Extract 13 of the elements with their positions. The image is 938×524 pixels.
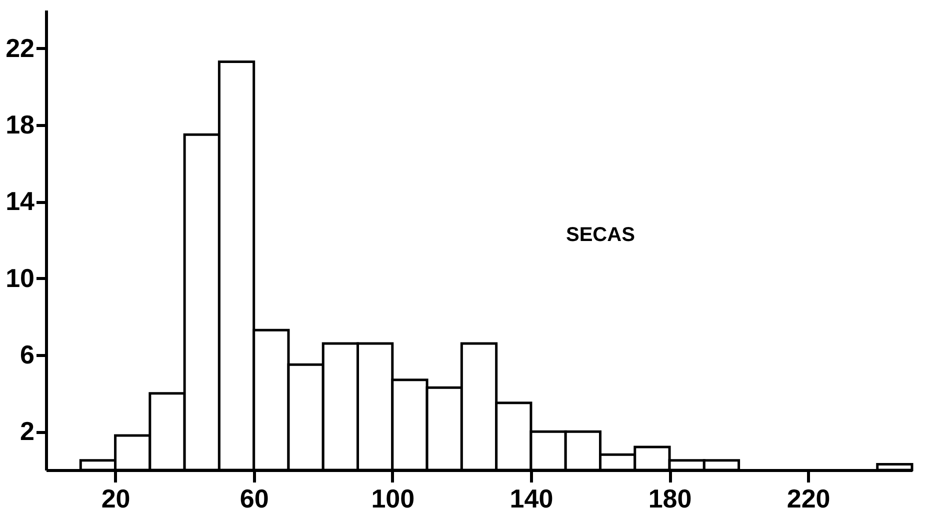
x-tick-label: 60 bbox=[240, 484, 269, 514]
y-tick-label: 14 bbox=[6, 186, 36, 216]
x-tick-label: 100 bbox=[371, 484, 415, 514]
x-tick-label: 20 bbox=[101, 484, 130, 514]
y-tick-label: 22 bbox=[6, 32, 34, 63]
x-tick-label: 140 bbox=[510, 484, 554, 514]
y-tick-label: 6 bbox=[20, 340, 34, 370]
y-tick-label: 18 bbox=[6, 110, 34, 140]
y-tick-label: 10 bbox=[6, 262, 34, 293]
y-tick-label: 2 bbox=[20, 416, 34, 446]
annotation: SECAS bbox=[566, 224, 635, 246]
x-tick-label: 220 bbox=[786, 484, 830, 514]
x-tick-label: 180 bbox=[648, 484, 692, 514]
